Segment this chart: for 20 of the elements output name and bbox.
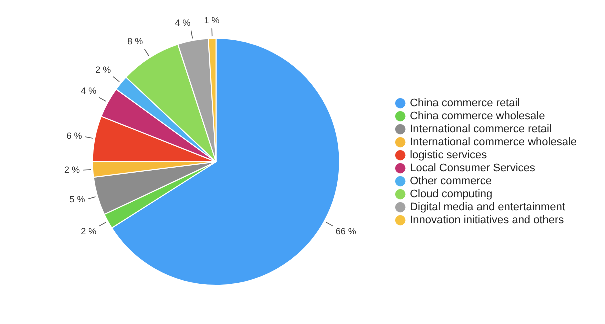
data-label: 2 %	[64, 165, 80, 176]
legend-label: International commerce wholesale	[410, 136, 578, 149]
legend-label: Local Consumer Services	[410, 162, 536, 175]
legend-label: Innovation initiatives and others	[410, 214, 565, 227]
legend-label: logistic services	[410, 150, 488, 162]
legend-label: China commerce retail	[410, 98, 520, 110]
data-label: 2 %	[96, 64, 112, 75]
legend-label: Other commerce	[410, 176, 492, 188]
legend-label: Cloud computing	[410, 188, 493, 201]
data-label: 6 %	[66, 130, 82, 141]
legend-label: Digital media and entertainment	[410, 202, 566, 214]
data-label: 5 %	[70, 194, 86, 205]
data-label: 4 %	[81, 86, 97, 96]
data-label: 4 %	[175, 18, 191, 28]
data-label: 8 %	[128, 36, 144, 47]
legend-label: China commerce wholesale	[410, 110, 546, 123]
data-label: 66 %	[336, 226, 356, 237]
data-label: 1 %	[204, 16, 220, 26]
legend-label: International commerce retail	[410, 124, 552, 136]
data-label: 2 %	[81, 226, 97, 237]
